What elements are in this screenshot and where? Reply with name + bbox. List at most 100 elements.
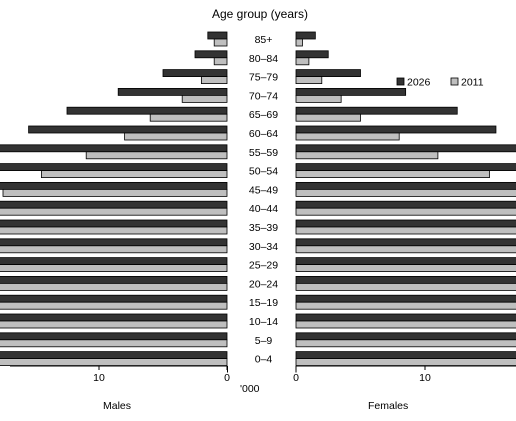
bar-females-2026-16 — [295, 332, 516, 341]
x-tick-label-right-0: 0 — [293, 372, 299, 384]
bar-males-2026-16 — [0, 332, 228, 341]
bar-females-2011-12 — [295, 264, 516, 273]
category-label-8: 45–49 — [249, 184, 278, 196]
bar-females-2026-7 — [295, 163, 516, 172]
category-label-9: 40–44 — [249, 203, 278, 215]
bar-males-2026-15 — [0, 313, 228, 322]
bar-females-2011-16 — [295, 339, 516, 348]
males-label: Males — [103, 400, 131, 412]
bar-females-2026-10 — [295, 219, 516, 228]
bar-males-2026-7 — [0, 163, 228, 172]
x-tick-label-right-1: 10 — [419, 372, 431, 384]
category-label-12: 25–29 — [249, 260, 278, 272]
bar-males-2011-0 — [213, 38, 228, 47]
bar-females-2026-13 — [295, 275, 516, 284]
bar-females-2026-15 — [295, 313, 516, 322]
legend: 2026 2011 — [396, 77, 484, 89]
category-label-4: 65–69 — [249, 109, 278, 121]
bar-males-2011-13 — [0, 282, 228, 291]
category-labels-group: 85+ 80–84 75–79 70–74 65–69 60–64 55–59 50–54 45… — [249, 34, 278, 366]
bar-males-2026-5 — [28, 125, 228, 134]
axes-group: 60504030201000102030405060 — [10, 365, 516, 384]
bar-males-2011-15 — [0, 320, 228, 329]
bar-males-2011-4 — [149, 113, 228, 122]
bar-females-2026-11 — [295, 238, 516, 247]
bar-males-2011-11 — [0, 245, 228, 254]
legend-label-2011: 2011 — [461, 77, 484, 89]
category-label-11: 30–34 — [249, 241, 278, 253]
bar-females-2026-5 — [295, 125, 497, 134]
category-label-7: 50–54 — [249, 166, 278, 178]
bar-males-2026-13 — [0, 275, 228, 284]
bar-females-2011-6 — [295, 151, 439, 160]
bar-females-2011-3 — [295, 95, 342, 103]
category-label-0: 85+ — [255, 34, 273, 46]
bar-females-2026-12 — [295, 257, 516, 266]
x-tick-label-left-6: 0 — [224, 372, 230, 384]
bar-males-2011-9 — [0, 207, 228, 216]
category-label-15: 10–14 — [249, 316, 278, 328]
unit-label: '000 — [240, 383, 260, 395]
bar-males-2011-3 — [181, 95, 228, 103]
bar-females-2026-14 — [295, 294, 516, 303]
bar-females-2011-17 — [295, 358, 516, 367]
bar-females-2011-9 — [295, 207, 516, 216]
bar-males-2026-9 — [0, 200, 228, 209]
bar-males-2026-10 — [0, 219, 228, 228]
bar-males-2011-2 — [200, 76, 228, 84]
category-label-2: 75–79 — [249, 72, 278, 84]
bar-males-2011-6 — [85, 151, 228, 160]
legend-swatch-2011 — [450, 77, 459, 86]
bar-males-2026-17 — [0, 351, 228, 360]
bar-females-2026-4 — [295, 106, 458, 115]
bar-males-2026-6 — [0, 144, 228, 153]
category-label-3: 70–74 — [249, 90, 278, 102]
category-label-10: 35–39 — [249, 222, 278, 234]
bar-males-2011-8 — [2, 188, 228, 197]
bar-females-2011-7 — [295, 170, 490, 179]
bar-males-2011-10 — [0, 226, 228, 235]
bar-females-2026-0 — [295, 31, 316, 40]
bar-females-2011-15 — [295, 320, 516, 329]
bar-males-2026-11 — [0, 238, 228, 247]
bar-males-2026-3 — [117, 88, 228, 96]
bar-females-2026-2 — [295, 69, 361, 77]
legend-swatch-2026 — [396, 77, 405, 86]
bar-males-2011-16 — [0, 339, 228, 348]
bar-females-2011-2 — [295, 76, 323, 84]
bar-females-2026-3 — [295, 88, 407, 96]
category-label-14: 15–19 — [249, 297, 278, 309]
bar-females-2026-1 — [295, 50, 329, 59]
bar-males-2011-1 — [213, 57, 228, 66]
bar-females-2011-14 — [295, 301, 516, 310]
bar-males-2011-17 — [0, 358, 228, 367]
category-label-13: 20–24 — [249, 278, 278, 290]
bars-group — [0, 31, 516, 367]
bar-males-2011-12 — [0, 264, 228, 273]
legend-label-2026: 2026 — [407, 77, 431, 89]
chart-title: Age group (years) — [212, 7, 308, 21]
bar-females-2011-0 — [295, 38, 303, 47]
bar-males-2011-5 — [124, 132, 228, 141]
bar-males-2026-8 — [0, 181, 228, 190]
bar-males-2011-14 — [0, 301, 228, 310]
category-label-17: 0–4 — [255, 354, 273, 366]
x-tick-label-left-5: 10 — [93, 372, 105, 384]
category-label-1: 80–84 — [249, 53, 278, 65]
bar-males-2026-1 — [194, 50, 228, 59]
bar-females-2026-9 — [295, 200, 516, 209]
bar-males-2026-12 — [0, 257, 228, 266]
category-label-5: 60–64 — [249, 128, 278, 140]
bar-females-2011-1 — [295, 57, 310, 66]
bar-males-2026-0 — [207, 31, 228, 40]
bar-males-2026-2 — [162, 69, 228, 77]
bar-males-2011-7 — [41, 170, 228, 179]
bar-males-2026-14 — [0, 294, 228, 303]
bar-females-2011-5 — [295, 132, 400, 141]
bar-females-2011-10 — [295, 226, 516, 235]
category-label-16: 5–9 — [255, 335, 273, 347]
females-label: Females — [368, 400, 408, 412]
bar-females-2026-6 — [295, 144, 516, 153]
bar-females-2011-4 — [295, 113, 361, 122]
